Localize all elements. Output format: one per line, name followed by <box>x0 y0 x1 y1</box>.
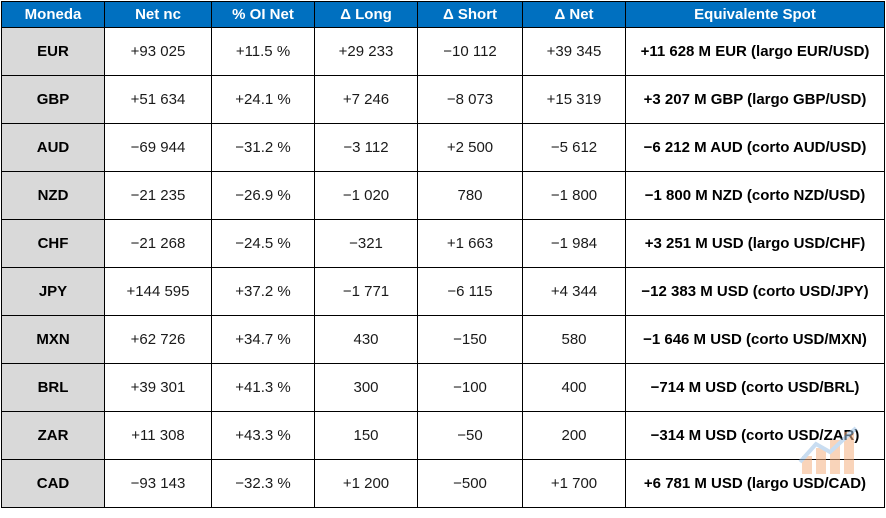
net-nc-cell: −21 268 <box>104 219 212 268</box>
net-nc-cell: −93 143 <box>104 459 212 508</box>
delta-long-cell: −1 771 <box>314 267 418 316</box>
table-row: AUD −69 944 −31.2 % −3 112 +2 500 −5 612 −6 21… <box>1 123 885 172</box>
oi-net-cell: +41.3 % <box>211 363 315 412</box>
delta-short-cell: −8 073 <box>417 75 523 124</box>
net-nc-cell: +62 726 <box>104 315 212 364</box>
oi-net-cell: +34.7 % <box>211 315 315 364</box>
header-row: Moneda Net nc % OI Net Δ Long Δ Short Δ … <box>1 1 885 28</box>
table-row: CHF −21 268 −24.5 % −321 +1 663 −1 984 +3 251 … <box>1 219 885 268</box>
table-row: MXN +62 726 +34.7 % 430 −150 580 −1 646 M USD … <box>1 315 885 364</box>
equivalente-spot-cell: −714 M USD (corto USD/BRL) <box>625 363 885 412</box>
delta-net-cell: −5 612 <box>522 123 626 172</box>
table-row: BRL +39 301 +41.3 % 300 −100 400 −714 M USD (c… <box>1 363 885 412</box>
header-delta-net: Δ Net <box>522 1 626 28</box>
equivalente-spot-cell: +3 207 M GBP (largo GBP/USD) <box>625 75 885 124</box>
delta-net-cell: 400 <box>522 363 626 412</box>
header-equivalente-spot: Equivalente Spot <box>625 1 885 28</box>
delta-net-cell: 580 <box>522 315 626 364</box>
equivalente-spot-cell: +3 251 M USD (largo USD/CHF) <box>625 219 885 268</box>
delta-long-cell: 150 <box>314 411 418 460</box>
delta-short-cell: +2 500 <box>417 123 523 172</box>
delta-short-cell: −50 <box>417 411 523 460</box>
oi-net-cell: −24.5 % <box>211 219 315 268</box>
equivalente-spot-cell: −12 383 M USD (corto USD/JPY) <box>625 267 885 316</box>
currency-cell: GBP <box>1 75 105 124</box>
table-row: CAD −93 143 −32.3 % +1 200 −500 +1 700 +6 781 … <box>1 459 885 508</box>
delta-short-cell: +1 663 <box>417 219 523 268</box>
delta-net-cell: 200 <box>522 411 626 460</box>
delta-long-cell: +29 233 <box>314 27 418 76</box>
delta-net-cell: +4 344 <box>522 267 626 316</box>
delta-long-cell: −321 <box>314 219 418 268</box>
header-delta-short: Δ Short <box>417 1 523 28</box>
delta-net-cell: +1 700 <box>522 459 626 508</box>
oi-net-cell: +37.2 % <box>211 267 315 316</box>
header-net-nc: Net nc <box>104 1 212 28</box>
delta-long-cell: 300 <box>314 363 418 412</box>
currency-cell: AUD <box>1 123 105 172</box>
delta-short-cell: −500 <box>417 459 523 508</box>
table-row: JPY +144 595 +37.2 % −1 771 −6 115 +4 344 −12 … <box>1 267 885 316</box>
delta-long-cell: +1 200 <box>314 459 418 508</box>
delta-short-cell: −150 <box>417 315 523 364</box>
delta-net-cell: −1 984 <box>522 219 626 268</box>
oi-net-cell: +11.5 % <box>211 27 315 76</box>
table-row: ZAR +11 308 +43.3 % 150 −50 200 −314 M USD (co… <box>1 411 885 460</box>
equivalente-spot-cell: −314 M USD (corto USD/ZAR) <box>625 411 885 460</box>
currency-cell: EUR <box>1 27 105 76</box>
table-row: GBP +51 634 +24.1 % +7 246 −8 073 +15 319 +3 2… <box>1 75 885 124</box>
header-moneda: Moneda <box>1 1 105 28</box>
header-oi-net: % OI Net <box>211 1 315 28</box>
oi-net-cell: −32.3 % <box>211 459 315 508</box>
cot-table: Moneda Net nc % OI Net Δ Long Δ Short Δ … <box>1 1 885 508</box>
equivalente-spot-cell: −1 800 M NZD (corto NZD/USD) <box>625 171 885 220</box>
currency-cell: CAD <box>1 459 105 508</box>
table-row: EUR +93 025 +11.5 % +29 233 −10 112 +39 345 +1… <box>1 27 885 76</box>
delta-net-cell: +39 345 <box>522 27 626 76</box>
net-nc-cell: +11 308 <box>104 411 212 460</box>
equivalente-spot-cell: +11 628 M EUR (largo EUR/USD) <box>625 27 885 76</box>
currency-cell: NZD <box>1 171 105 220</box>
delta-short-cell: −10 112 <box>417 27 523 76</box>
delta-net-cell: −1 800 <box>522 171 626 220</box>
delta-long-cell: 430 <box>314 315 418 364</box>
delta-short-cell: −100 <box>417 363 523 412</box>
oi-net-cell: +43.3 % <box>211 411 315 460</box>
delta-short-cell: −6 115 <box>417 267 523 316</box>
delta-net-cell: +15 319 <box>522 75 626 124</box>
equivalente-spot-cell: −6 212 M AUD (corto AUD/USD) <box>625 123 885 172</box>
currency-cell: BRL <box>1 363 105 412</box>
net-nc-cell: +51 634 <box>104 75 212 124</box>
delta-long-cell: −3 112 <box>314 123 418 172</box>
table-row: NZD −21 235 −26.9 % −1 020 780 −1 800 −1 800 M… <box>1 171 885 220</box>
currency-cell: ZAR <box>1 411 105 460</box>
currency-cell: JPY <box>1 267 105 316</box>
net-nc-cell: +39 301 <box>104 363 212 412</box>
equivalente-spot-cell: +6 781 M USD (largo USD/CAD) <box>625 459 885 508</box>
oi-net-cell: −31.2 % <box>211 123 315 172</box>
currency-cell: CHF <box>1 219 105 268</box>
delta-short-cell: 780 <box>417 171 523 220</box>
oi-net-cell: −26.9 % <box>211 171 315 220</box>
currency-cell: MXN <box>1 315 105 364</box>
equivalente-spot-cell: −1 646 M USD (corto USD/MXN) <box>625 315 885 364</box>
net-nc-cell: +93 025 <box>104 27 212 76</box>
oi-net-cell: +24.1 % <box>211 75 315 124</box>
delta-long-cell: −1 020 <box>314 171 418 220</box>
net-nc-cell: +144 595 <box>104 267 212 316</box>
net-nc-cell: −69 944 <box>104 123 212 172</box>
header-delta-long: Δ Long <box>314 1 418 28</box>
net-nc-cell: −21 235 <box>104 171 212 220</box>
delta-long-cell: +7 246 <box>314 75 418 124</box>
